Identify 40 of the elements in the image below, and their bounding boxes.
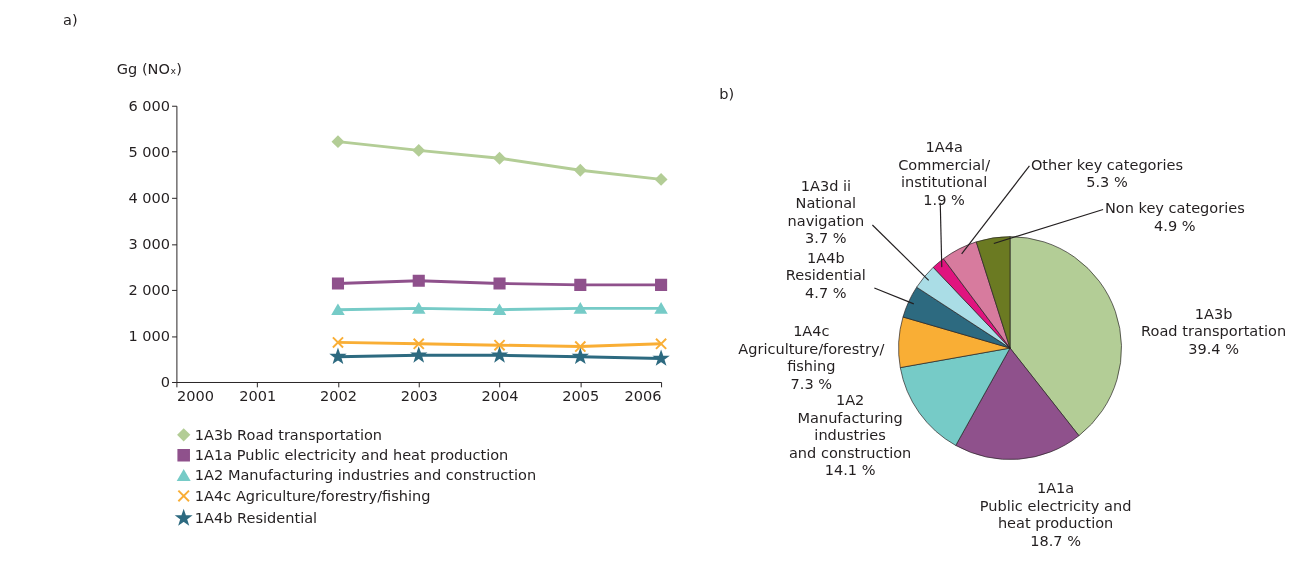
data-label: 39.4 % [1188,340,1240,357]
y-tick-label: 3 000 [128,236,171,253]
chart-title: b) [719,85,735,102]
y-axis-title: Gg (NOₓ) [116,61,183,78]
x-tick-label: 2005 [562,387,600,404]
x-tick-label: 2004 [481,387,519,404]
data-label: 1.9 % [923,191,965,208]
y-tick-label: 4 000 [128,190,171,207]
x-tick-label: 2002 [319,387,357,404]
x-tick-label: 2006 [624,387,662,404]
slice-label: 1A1a Public electricity and heat production [979,480,1132,532]
legend-label: 1A3b Road transportation [194,426,383,443]
legend-label: 1A2 Manufacturing industries and construction [194,467,537,484]
data-label: 7.3 % [790,375,833,392]
data-label: 4.7 % [805,284,847,301]
x-tick-label: 2001 [239,387,277,404]
slice-label: 1A4c Agriculture/forestry/ fishing [738,323,885,375]
legend-label: 1A4b Residential [194,510,318,527]
y-tick-label: 6 000 [128,98,171,115]
data-label: 3.7 % [805,230,847,247]
slice-label: Non key categories [1104,200,1245,217]
y-tick-label: 5 000 [128,144,171,161]
slice-label: 1A4a Commercial/ institutional [898,139,991,191]
y-tick-label: 0 [160,374,171,391]
legend-label: 1A1a Public electricity and heat production [194,447,509,464]
slice-label: 1A2 Manufacturing industries and construction [788,392,912,461]
y-tick-label: 2 000 [128,282,171,299]
data-label: 5.3 % [1086,174,1128,191]
slice-label: Other key categories [1030,156,1184,173]
slice-label: 1A4b Residential [785,249,866,284]
x-tick-label: 2000 [176,387,214,404]
data-label: 4.9 % [1154,217,1196,234]
data-label: 18.7 % [1030,532,1081,549]
legend-label: 1A4c Agriculture/forestry/fishing [194,487,431,504]
chart-title: a) [63,12,78,29]
x-tick-label: 2003 [400,387,438,404]
y-tick-label: 1 000 [128,328,171,345]
slice-label: 1A3b Road transportation [1141,306,1287,340]
slice-label: 1A3d ii National navigation [787,178,865,229]
data-label: 14.1 % [824,462,876,479]
